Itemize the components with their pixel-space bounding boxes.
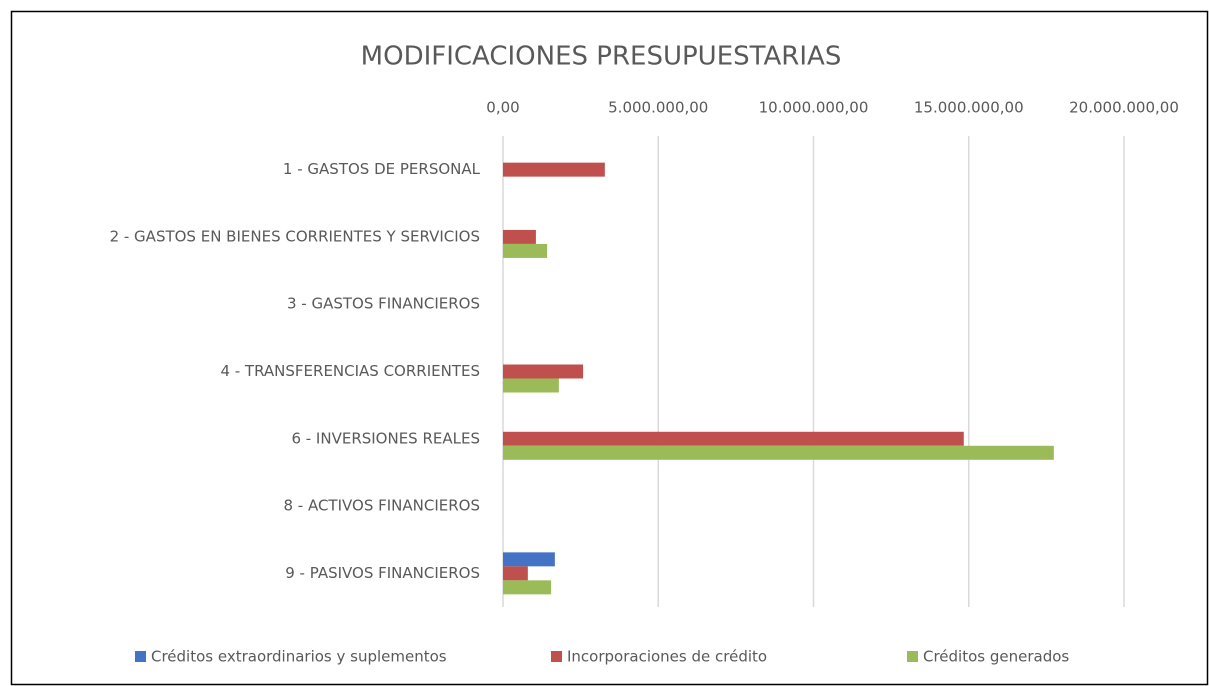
- y-tick-label: 2 - GASTOS EN BIENES CORRIENTES Y SERVIC…: [110, 227, 480, 245]
- chart-frame: [10, 10, 1209, 686]
- y-tick-label: 8 - ACTIVOS FINANCIEROS: [283, 497, 480, 515]
- y-tick-label: 6 - INVERSIONES REALES: [291, 429, 480, 447]
- x-tick-label: 0,00: [486, 99, 519, 117]
- bar: [503, 566, 528, 581]
- bar: [503, 364, 584, 379]
- y-tick-label: 1 - GASTOS DE PERSONAL: [283, 160, 481, 178]
- bar: [503, 378, 559, 393]
- x-tick-label: 15.000.000,00: [914, 99, 1024, 117]
- legend-swatch: [135, 651, 146, 662]
- chart-title: MODIFICACIONES PRESUPUESTARIAS: [361, 42, 842, 72]
- legend-label: Créditos extraordinarios y suplementos: [151, 648, 447, 666]
- y-tick-label: 3 - GASTOS FINANCIEROS: [287, 295, 480, 313]
- y-tick-label: 4 - TRANSFERENCIAS CORRIENTES: [220, 362, 480, 380]
- y-tick-label: 9 - PASIVOS FINANCIEROS: [285, 564, 480, 582]
- bar: [503, 552, 555, 567]
- legend-label: Incorporaciones de crédito: [567, 648, 767, 666]
- x-tick-label: 5.000.000,00: [608, 99, 708, 117]
- bar: [503, 229, 536, 244]
- bar: [503, 162, 605, 177]
- bar: [503, 431, 964, 446]
- bar: [503, 243, 548, 258]
- legend-swatch: [907, 651, 918, 662]
- legend-label: Créditos generados: [923, 648, 1069, 666]
- x-tick-label: 10.000.000,00: [759, 99, 869, 117]
- bar: [503, 445, 1054, 460]
- legend-swatch: [551, 651, 562, 662]
- bar: [503, 580, 552, 595]
- x-tick-label: 20.000.000,00: [1069, 99, 1179, 117]
